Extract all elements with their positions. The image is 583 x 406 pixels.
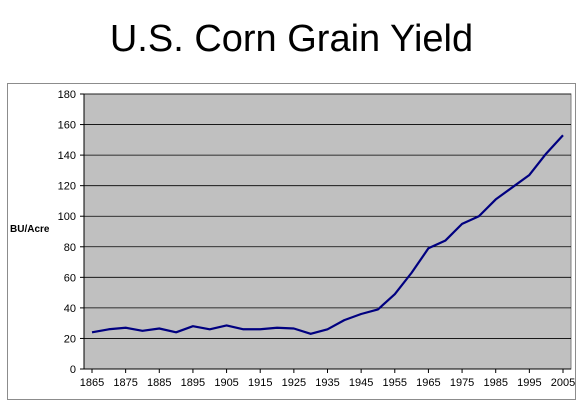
x-tick-label: 1955 — [383, 377, 407, 389]
x-tick-label: 1875 — [113, 377, 137, 389]
series-layer — [91, 134, 564, 335]
x-tick-label: 1945 — [349, 377, 373, 389]
x-tick-label: 1905 — [214, 377, 238, 389]
y-tick-label: 100 — [58, 211, 76, 223]
series-line-0 — [91, 134, 564, 335]
x-tick-label: 1885 — [147, 377, 171, 389]
y-tick-label: 0 — [70, 364, 76, 376]
y-tick-label: 160 — [58, 120, 76, 132]
y-tick-label: 140 — [58, 150, 76, 162]
x-tick-label: 1985 — [483, 377, 507, 389]
y-tick-label: 60 — [64, 272, 76, 284]
x-tick-label: 1965 — [416, 377, 440, 389]
x-tick-label: 1925 — [282, 377, 306, 389]
x-tick-label: 1975 — [450, 377, 474, 389]
plot-area — [83, 93, 572, 370]
slide-title: U.S. Corn Grain Yield — [109, 18, 474, 60]
x-tick-label: 1865 — [80, 377, 104, 389]
y-tick-label: 120 — [58, 181, 76, 193]
x-tick-label: 2005 — [551, 377, 575, 389]
grid-layer — [83, 93, 572, 370]
axis-layer: 0 20 40 60 80 100 120 140 160 180 1865 1875 1885 1895… — [58, 89, 576, 389]
y-tick-label: 180 — [58, 89, 76, 101]
x-tick-label: 1935 — [315, 377, 339, 389]
y-tick-label: 20 — [64, 333, 76, 345]
y-tick-label: 40 — [64, 303, 76, 315]
y-axis-label: BU/Acre — [10, 224, 50, 235]
x-tick-label: 1915 — [248, 377, 272, 389]
y-tick-label: 80 — [64, 242, 76, 254]
x-tick-label: 1895 — [181, 377, 205, 389]
x-tick-label: 1995 — [517, 377, 541, 389]
